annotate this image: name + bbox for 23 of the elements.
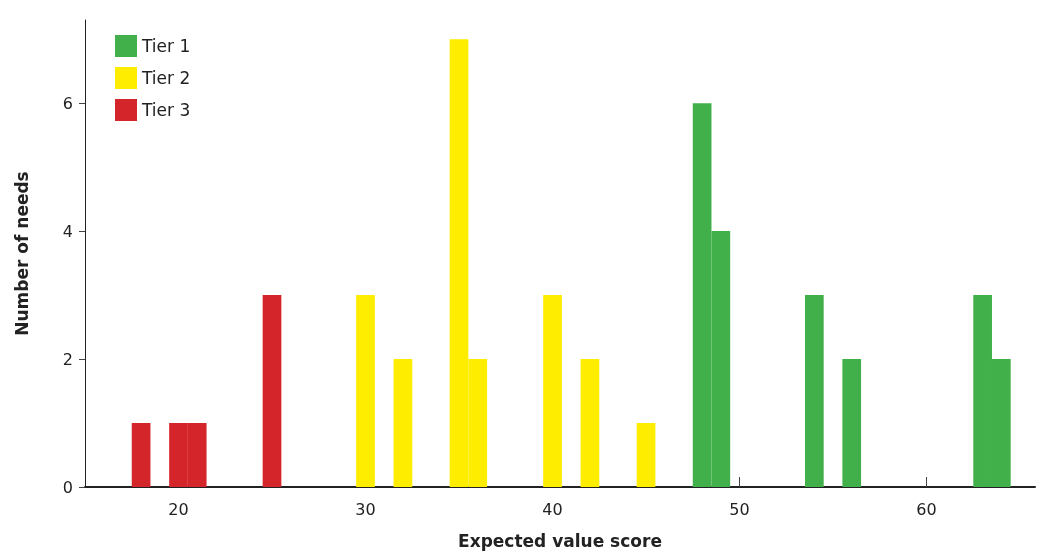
bar	[131, 423, 151, 487]
bar	[262, 295, 282, 487]
bar	[393, 359, 413, 487]
x-tick-label: 50	[729, 499, 750, 519]
y-axis-title: Number of needs	[11, 171, 32, 336]
x-tick-label: 60	[916, 499, 937, 519]
y-tick-label: 0	[62, 477, 73, 497]
bar	[543, 295, 562, 487]
x-tick-label: 30	[355, 499, 376, 519]
legend-label: Tier 2	[141, 68, 191, 88]
x-axis-title: Expected value score	[458, 530, 662, 551]
bar	[842, 359, 862, 487]
y-tick-label: 4	[62, 221, 73, 241]
bar	[356, 295, 375, 487]
bar	[636, 423, 656, 487]
x-tick-label: 20	[168, 499, 189, 519]
y-tick-label: 6	[62, 93, 73, 113]
x-tick-label: 40	[542, 499, 563, 519]
bar	[804, 295, 824, 487]
bar	[580, 359, 600, 487]
y-tick-label: 2	[62, 349, 73, 369]
legend-label: Tier 1	[141, 36, 191, 56]
legend-label: Tier 3	[141, 100, 191, 120]
